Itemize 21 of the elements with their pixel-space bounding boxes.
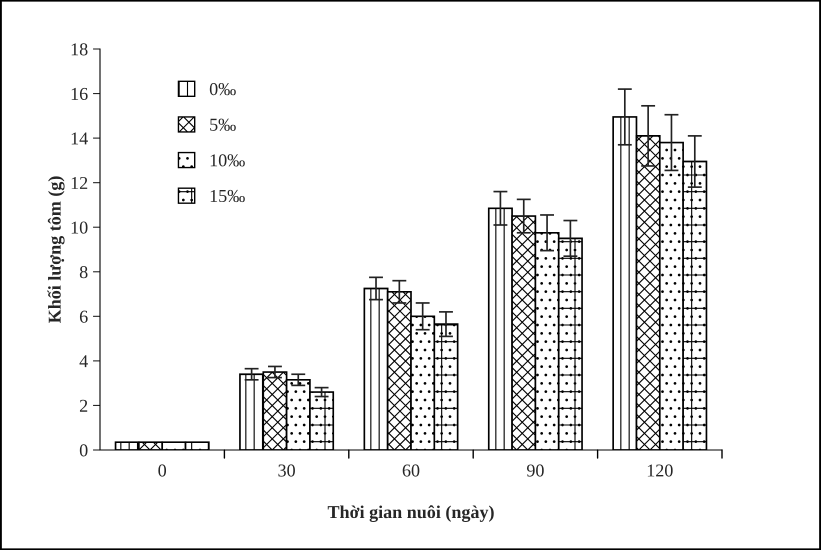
x-tick-label: 60 [402,464,420,477]
y-tick-label: 0 [80,444,88,456]
y-tick-label: 14 [72,132,88,144]
legend-label: 10‰ [210,154,245,167]
legend-label: 0‰ [210,83,236,96]
legend-label: 5‰ [210,118,236,131]
x-axis-title: Thời gian nuôi (ngày) [328,505,494,522]
y-tick-label: 12 [72,176,88,189]
y-tick-label: 2 [80,400,88,412]
y-axis-title: Khối lượng tôm (g) [47,176,65,324]
y-tick-label: 16 [72,88,88,100]
y-tick-label: 18 [72,43,88,56]
y-tick-label: 4 [80,355,88,368]
x-tick-label: 30 [278,464,295,477]
legend-label: 15‰ [210,190,245,202]
y-tick-label: 8 [80,266,88,278]
y-tick-label: 10 [72,221,88,234]
x-tick-label: 0 [158,464,166,477]
y-tick-label: 6 [80,310,88,323]
x-tick-label: 120 [648,464,673,477]
x-tick-label: 90 [526,464,544,477]
